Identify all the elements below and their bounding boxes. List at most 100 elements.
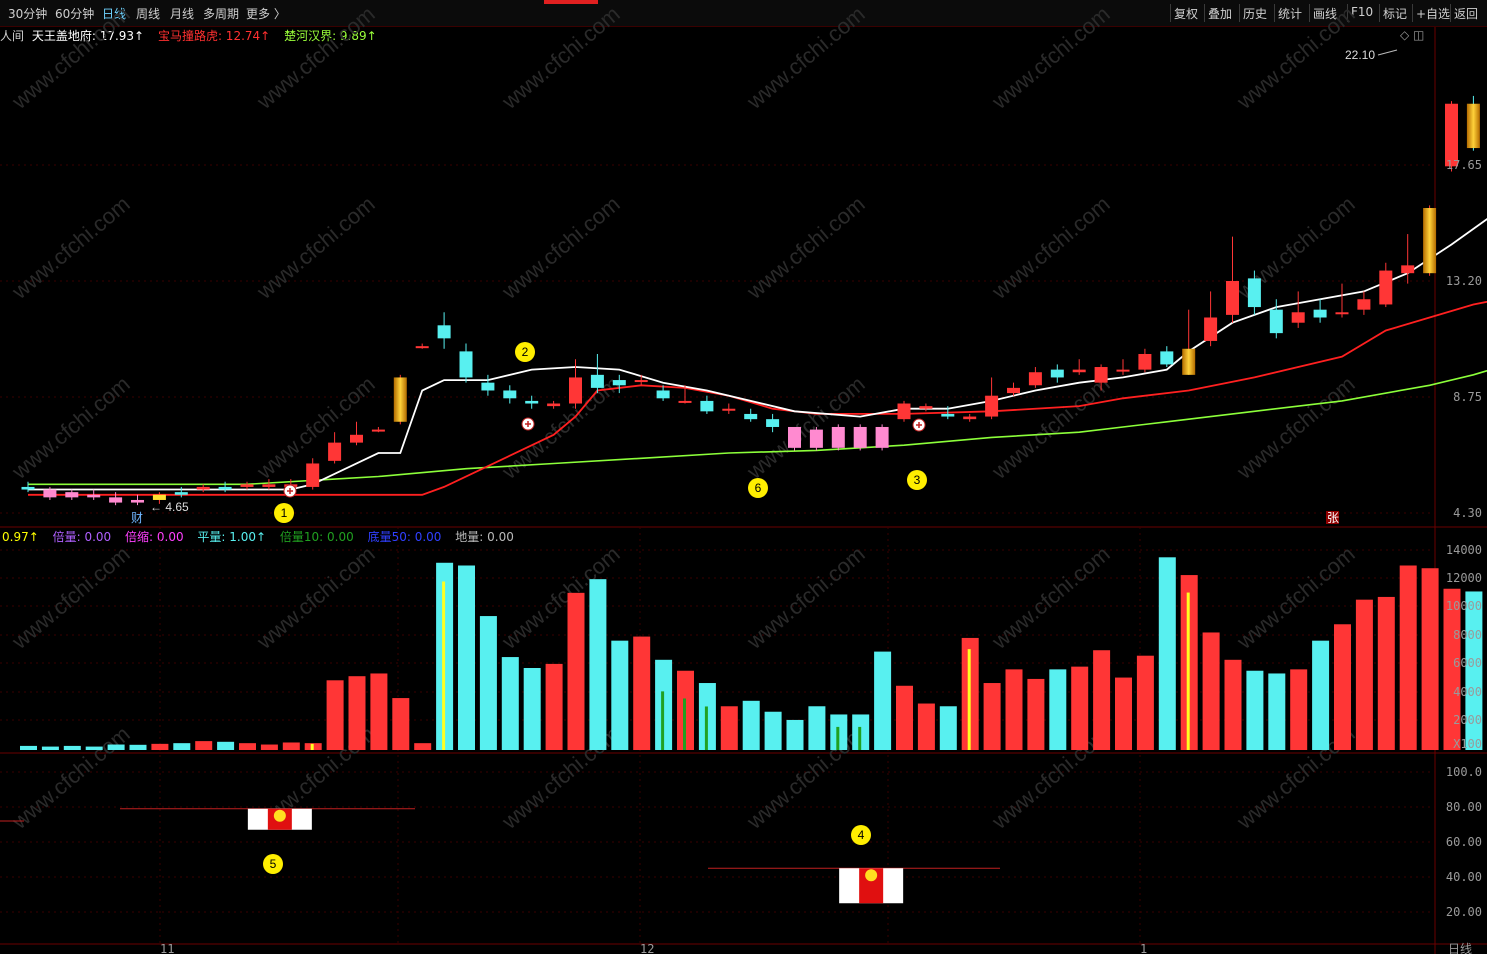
numbered-marker-3 — [907, 470, 927, 490]
volume-bar — [1290, 669, 1308, 750]
candle-body — [853, 426, 867, 448]
volume-bar — [85, 746, 103, 750]
candle-body — [481, 382, 495, 391]
volume-marker — [1186, 592, 1190, 750]
candle-body — [1160, 351, 1174, 365]
candle-body — [941, 413, 955, 417]
toolbar-button-3[interactable]: 统计 — [1278, 7, 1303, 21]
period-tab-2[interactable]: 日线 — [102, 7, 127, 21]
toolbar-button-7[interactable]: +自选 — [1416, 7, 1451, 21]
candle-body — [919, 406, 933, 409]
date-axis-label: 12 — [640, 942, 654, 954]
volume-bar — [567, 592, 585, 750]
volume-axis-label: 14000 — [1446, 543, 1482, 557]
volume-bar — [1355, 599, 1373, 750]
volume-axis-label: 8000 — [1453, 628, 1482, 642]
toolbar-button-0[interactable]: 复权 — [1174, 7, 1199, 21]
period-tab-4[interactable]: 月线 — [170, 7, 195, 21]
volume-marker — [442, 581, 446, 750]
volume-bar — [720, 706, 738, 750]
volume-bar — [1027, 678, 1045, 750]
period-tab-3[interactable]: 周线 — [136, 7, 161, 21]
toolbar-button-6[interactable]: 标记 — [1383, 7, 1408, 21]
toolbar-button-1[interactable]: 叠加 — [1208, 7, 1233, 21]
volume-bar — [1312, 640, 1330, 750]
volume-marker — [967, 649, 971, 750]
volume-axis-label: 6000 — [1453, 656, 1482, 670]
watermark-text: www.cfchi.com — [741, 541, 869, 654]
volume-bar — [742, 700, 760, 750]
volume-bar — [874, 651, 892, 750]
candle-body — [809, 429, 823, 448]
candle-body — [700, 400, 714, 412]
volume-bar — [896, 685, 913, 750]
volume-axis-label: 2000 — [1453, 713, 1482, 727]
active-tab-indicator — [544, 0, 598, 4]
volume-bar — [786, 719, 804, 750]
candle-body — [985, 395, 999, 417]
candle-body — [1357, 299, 1371, 310]
osc-axis-label: 80.00 — [1446, 800, 1482, 814]
volume-axis-label: X100 — [1453, 737, 1482, 751]
candle-body — [1313, 309, 1327, 318]
watermark-text: www.cfchi.com — [6, 371, 134, 484]
numbered-marker-label: 1 — [281, 506, 288, 520]
candle-body — [1204, 317, 1218, 341]
candle-body — [963, 416, 977, 420]
chart-settings-icon[interactable]: ◇ ◫ — [1400, 28, 1425, 42]
numbered-marker-label: 6 — [755, 481, 762, 495]
volume-marker — [310, 743, 314, 750]
toolbar-button-5[interactable]: F10 — [1351, 5, 1374, 19]
volume-bar — [63, 745, 81, 750]
candle-body — [503, 390, 517, 399]
volume-bar — [1049, 669, 1067, 750]
period-tab-0[interactable]: 30分钟 — [8, 7, 48, 21]
watermark-text: www.cfchi.com — [6, 191, 134, 304]
candle-body — [1445, 103, 1458, 167]
numbered-marker-6 — [748, 478, 768, 498]
period-tab-1[interactable]: 60分钟 — [55, 7, 95, 21]
toolbar-separator — [1412, 4, 1413, 22]
candle-body — [1182, 348, 1196, 375]
toolbar-button-4[interactable]: 画线 — [1313, 7, 1338, 21]
candle-body — [1291, 312, 1305, 323]
indicator-line-tianwang — [28, 218, 1487, 491]
indicator-line-baoma — [28, 300, 1487, 496]
volume-bar — [414, 743, 432, 750]
period-tab-6[interactable]: 更多 〉 — [246, 7, 286, 21]
smiley-icon — [273, 809, 286, 822]
legend-item-tianwang: 天王盖地府: 17.93↑ — [31, 29, 145, 43]
volume-bar — [129, 744, 147, 750]
watermark-text: www.cfchi.com — [6, 1, 134, 114]
volume-bar — [1443, 588, 1461, 750]
vol-legend-ratio: 0.97↑ — [2, 530, 39, 544]
volume-bar — [1465, 591, 1483, 750]
price-axis-label: 8.75 — [1453, 390, 1482, 404]
volume-axis-label: 4000 — [1453, 685, 1482, 699]
volume-bar — [1071, 666, 1089, 750]
vol-legend-beiliang10: 倍量10: 0.00 — [279, 530, 354, 544]
toolbar-button-8[interactable]: 返回 — [1454, 7, 1479, 21]
candle-body — [875, 426, 889, 448]
candle-body — [1028, 372, 1042, 386]
volume-bar — [348, 676, 366, 750]
candle-body — [196, 486, 210, 490]
numbered-marker-label: 3 — [914, 473, 921, 487]
volume-bar — [1115, 677, 1132, 750]
volume-bar — [983, 683, 1001, 750]
candle-body — [262, 484, 276, 487]
vol-legend-beiliang: 倍量: 0.00 — [52, 530, 112, 544]
candle-body — [87, 494, 101, 498]
candle-body — [1050, 369, 1064, 378]
toolbar-button-2[interactable]: 历史 — [1243, 7, 1268, 21]
volume-marker — [704, 706, 708, 750]
period-tab-5[interactable]: 多周期 — [203, 7, 240, 21]
volume-bar — [282, 742, 300, 750]
osc-axis-label: 20.00 — [1446, 905, 1482, 919]
numbered-marker-5 — [263, 854, 283, 874]
volume-bar — [1268, 673, 1286, 750]
candle-body — [1401, 265, 1415, 274]
volume-bar — [1005, 669, 1023, 750]
watermark-text: www.cfchi.com — [251, 541, 379, 654]
